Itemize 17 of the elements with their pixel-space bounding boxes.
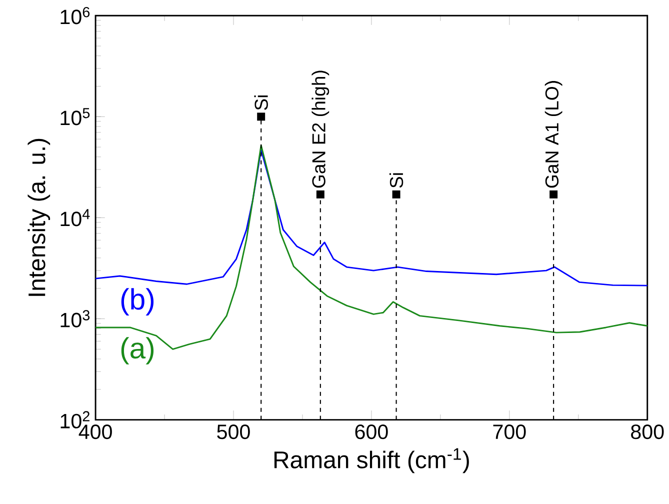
y-tick-label: 10$^{3}$ xyxy=(60,310,90,328)
series-label: (b) xyxy=(121,288,154,316)
y-tick-label: 10$^{4}$ xyxy=(60,209,90,226)
y-axis-title: Intensity (a. u.) xyxy=(28,138,50,296)
x-tick-label: 600 xyxy=(355,424,388,440)
annotation: GaN E2 (high) xyxy=(312,70,330,188)
x-tick-label: 700 xyxy=(493,424,526,440)
y-tick-label: 10$^{5}$ xyxy=(60,108,90,126)
y-tick-label: 10$^{6}$ xyxy=(60,7,90,24)
annotation: GaN A1 (LO) xyxy=(544,81,562,188)
series-label: (a) xyxy=(121,337,154,364)
x-axis-title: Raman shift (cm$^{-1}$) xyxy=(274,448,469,474)
x-tick-label: 500 xyxy=(217,424,250,440)
line-series xyxy=(94,149,648,286)
x-tick-label: 800 xyxy=(631,424,664,440)
annotation: Si xyxy=(254,96,268,110)
annotation: Si xyxy=(389,173,404,188)
